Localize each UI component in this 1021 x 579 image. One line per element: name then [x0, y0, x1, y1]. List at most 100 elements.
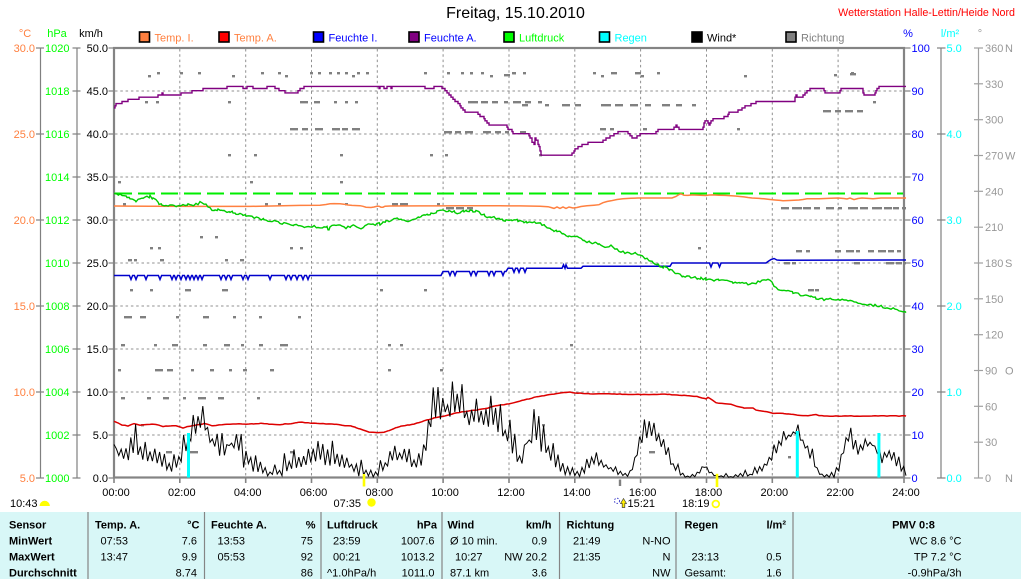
svg-text:0.0: 0.0: [93, 473, 108, 485]
svg-text:1016: 1016: [45, 129, 69, 141]
svg-text:9.9: 9.9: [182, 552, 197, 564]
svg-text:N-NO: N-NO: [642, 536, 671, 548]
svg-text:Durchschnitt: Durchschnitt: [9, 568, 77, 579]
svg-text:25.0: 25.0: [87, 258, 108, 270]
svg-text:5.0: 5.0: [93, 430, 108, 442]
svg-text:hPa: hPa: [417, 520, 438, 532]
svg-text:Feuchte A.: Feuchte A.: [211, 520, 267, 532]
svg-text:hPa: hPa: [47, 28, 67, 40]
svg-text:02:00: 02:00: [168, 487, 196, 499]
svg-text:86: 86: [301, 568, 313, 579]
svg-text:NW 20.2: NW 20.2: [504, 552, 547, 564]
svg-text:Richtung: Richtung: [567, 520, 615, 532]
svg-text:Wind*: Wind*: [707, 33, 737, 45]
svg-text:NW: NW: [652, 568, 671, 579]
svg-text:210: 210: [985, 222, 1003, 234]
svg-text:50: 50: [912, 258, 924, 270]
svg-text:16:00: 16:00: [629, 487, 657, 499]
svg-text:1.6: 1.6: [766, 568, 781, 579]
svg-text:92: 92: [301, 552, 313, 564]
svg-text:15.0: 15.0: [14, 301, 35, 313]
svg-text:08:00: 08:00: [366, 487, 394, 499]
svg-text:Regen: Regen: [685, 520, 719, 532]
svg-text:Wetterstation Halle-Lettin/Hei: Wetterstation Halle-Lettin/Heide Nord: [838, 7, 1015, 19]
svg-text:30: 30: [912, 344, 924, 356]
svg-text:°C: °C: [187, 520, 199, 532]
svg-text:15.0: 15.0: [87, 344, 108, 356]
svg-text:87.1 km: 87.1 km: [450, 568, 489, 579]
svg-text:100: 100: [912, 43, 930, 55]
svg-text:35.0: 35.0: [87, 172, 108, 184]
svg-text:21:35: 21:35: [573, 552, 601, 564]
svg-text:1008: 1008: [45, 301, 69, 313]
svg-text:%: %: [306, 520, 316, 532]
svg-text:Wind: Wind: [448, 520, 475, 532]
svg-text:24:00: 24:00: [892, 487, 920, 499]
svg-text:1007.6: 1007.6: [401, 536, 435, 548]
svg-text:PMV 0:8: PMV 0:8: [892, 520, 935, 532]
svg-text:Sensor: Sensor: [9, 520, 47, 532]
svg-text:1.0: 1.0: [947, 387, 962, 399]
svg-text:07:35: 07:35: [334, 498, 362, 510]
svg-text:Freitag, 15.10.2010: Freitag, 15.10.2010: [446, 5, 585, 22]
svg-text:N: N: [1005, 473, 1013, 485]
svg-text:Gesamt:: Gesamt:: [685, 568, 727, 579]
svg-text:3.6: 3.6: [532, 568, 547, 579]
svg-text:2.0: 2.0: [947, 301, 962, 313]
svg-text:Feuchte I.: Feuchte I.: [329, 33, 378, 45]
svg-text:330: 330: [985, 79, 1003, 91]
svg-text:14:00: 14:00: [563, 487, 591, 499]
svg-text:1006: 1006: [45, 344, 69, 356]
svg-text:18:00: 18:00: [695, 487, 723, 499]
svg-text:Luftdruck: Luftdruck: [519, 33, 565, 45]
svg-text:1010: 1010: [45, 258, 69, 270]
svg-text:^1.0hPa/h: ^1.0hPa/h: [327, 568, 376, 579]
svg-text:23:59: 23:59: [333, 536, 361, 548]
svg-text:40: 40: [912, 301, 924, 313]
svg-text:0: 0: [985, 473, 991, 485]
svg-text:120: 120: [985, 330, 1003, 342]
svg-text:S: S: [1005, 258, 1012, 270]
svg-text:MaxWert: MaxWert: [9, 552, 55, 564]
svg-text:1013.2: 1013.2: [401, 552, 435, 564]
svg-text:N: N: [1005, 43, 1013, 55]
svg-text:04:00: 04:00: [234, 487, 262, 499]
svg-text:Ø 10 min.: Ø 10 min.: [450, 536, 498, 548]
svg-text:40.0: 40.0: [87, 129, 108, 141]
svg-text:240: 240: [985, 186, 1003, 198]
svg-text:Temp. A.: Temp. A.: [234, 33, 277, 45]
svg-text:1004: 1004: [45, 387, 69, 399]
svg-text:-0.9hPa/3h: -0.9hPa/3h: [908, 568, 962, 579]
svg-text:180: 180: [985, 258, 1003, 270]
svg-text:Regen: Regen: [615, 33, 647, 45]
svg-text:Temp. I.: Temp. I.: [155, 33, 194, 45]
svg-text:25.0: 25.0: [14, 129, 35, 141]
svg-text:Feuchte A.: Feuchte A.: [424, 33, 477, 45]
svg-text:50.0: 50.0: [87, 43, 108, 55]
svg-text:30.0: 30.0: [14, 43, 35, 55]
svg-text:30: 30: [985, 437, 997, 449]
svg-text:1012: 1012: [45, 215, 69, 227]
svg-text:45.0: 45.0: [87, 86, 108, 98]
svg-text:O: O: [1005, 366, 1014, 378]
svg-text:4.0: 4.0: [947, 129, 962, 141]
svg-text:360: 360: [985, 43, 1003, 55]
svg-text:8.74: 8.74: [176, 568, 197, 579]
svg-text:20.0: 20.0: [14, 215, 35, 227]
svg-text:150: 150: [985, 294, 1003, 306]
svg-text:km/h: km/h: [79, 28, 103, 40]
svg-text:WC 8.6 °C: WC 8.6 °C: [909, 536, 961, 548]
svg-text:10:00: 10:00: [431, 487, 459, 499]
svg-text:°C: °C: [19, 28, 31, 40]
svg-text:0.9: 0.9: [532, 536, 547, 548]
svg-text:TP 7.2 °C: TP 7.2 °C: [914, 552, 962, 564]
svg-text:1000: 1000: [45, 473, 69, 485]
svg-text:1018: 1018: [45, 86, 69, 98]
svg-text:Luftdruck: Luftdruck: [327, 520, 379, 532]
svg-text:10: 10: [912, 430, 924, 442]
svg-text:Temp. A.: Temp. A.: [95, 520, 140, 532]
svg-text:75: 75: [301, 536, 313, 548]
svg-text:22:00: 22:00: [826, 487, 854, 499]
svg-text:MinWert: MinWert: [9, 536, 53, 548]
svg-text:l/m²: l/m²: [766, 520, 786, 532]
